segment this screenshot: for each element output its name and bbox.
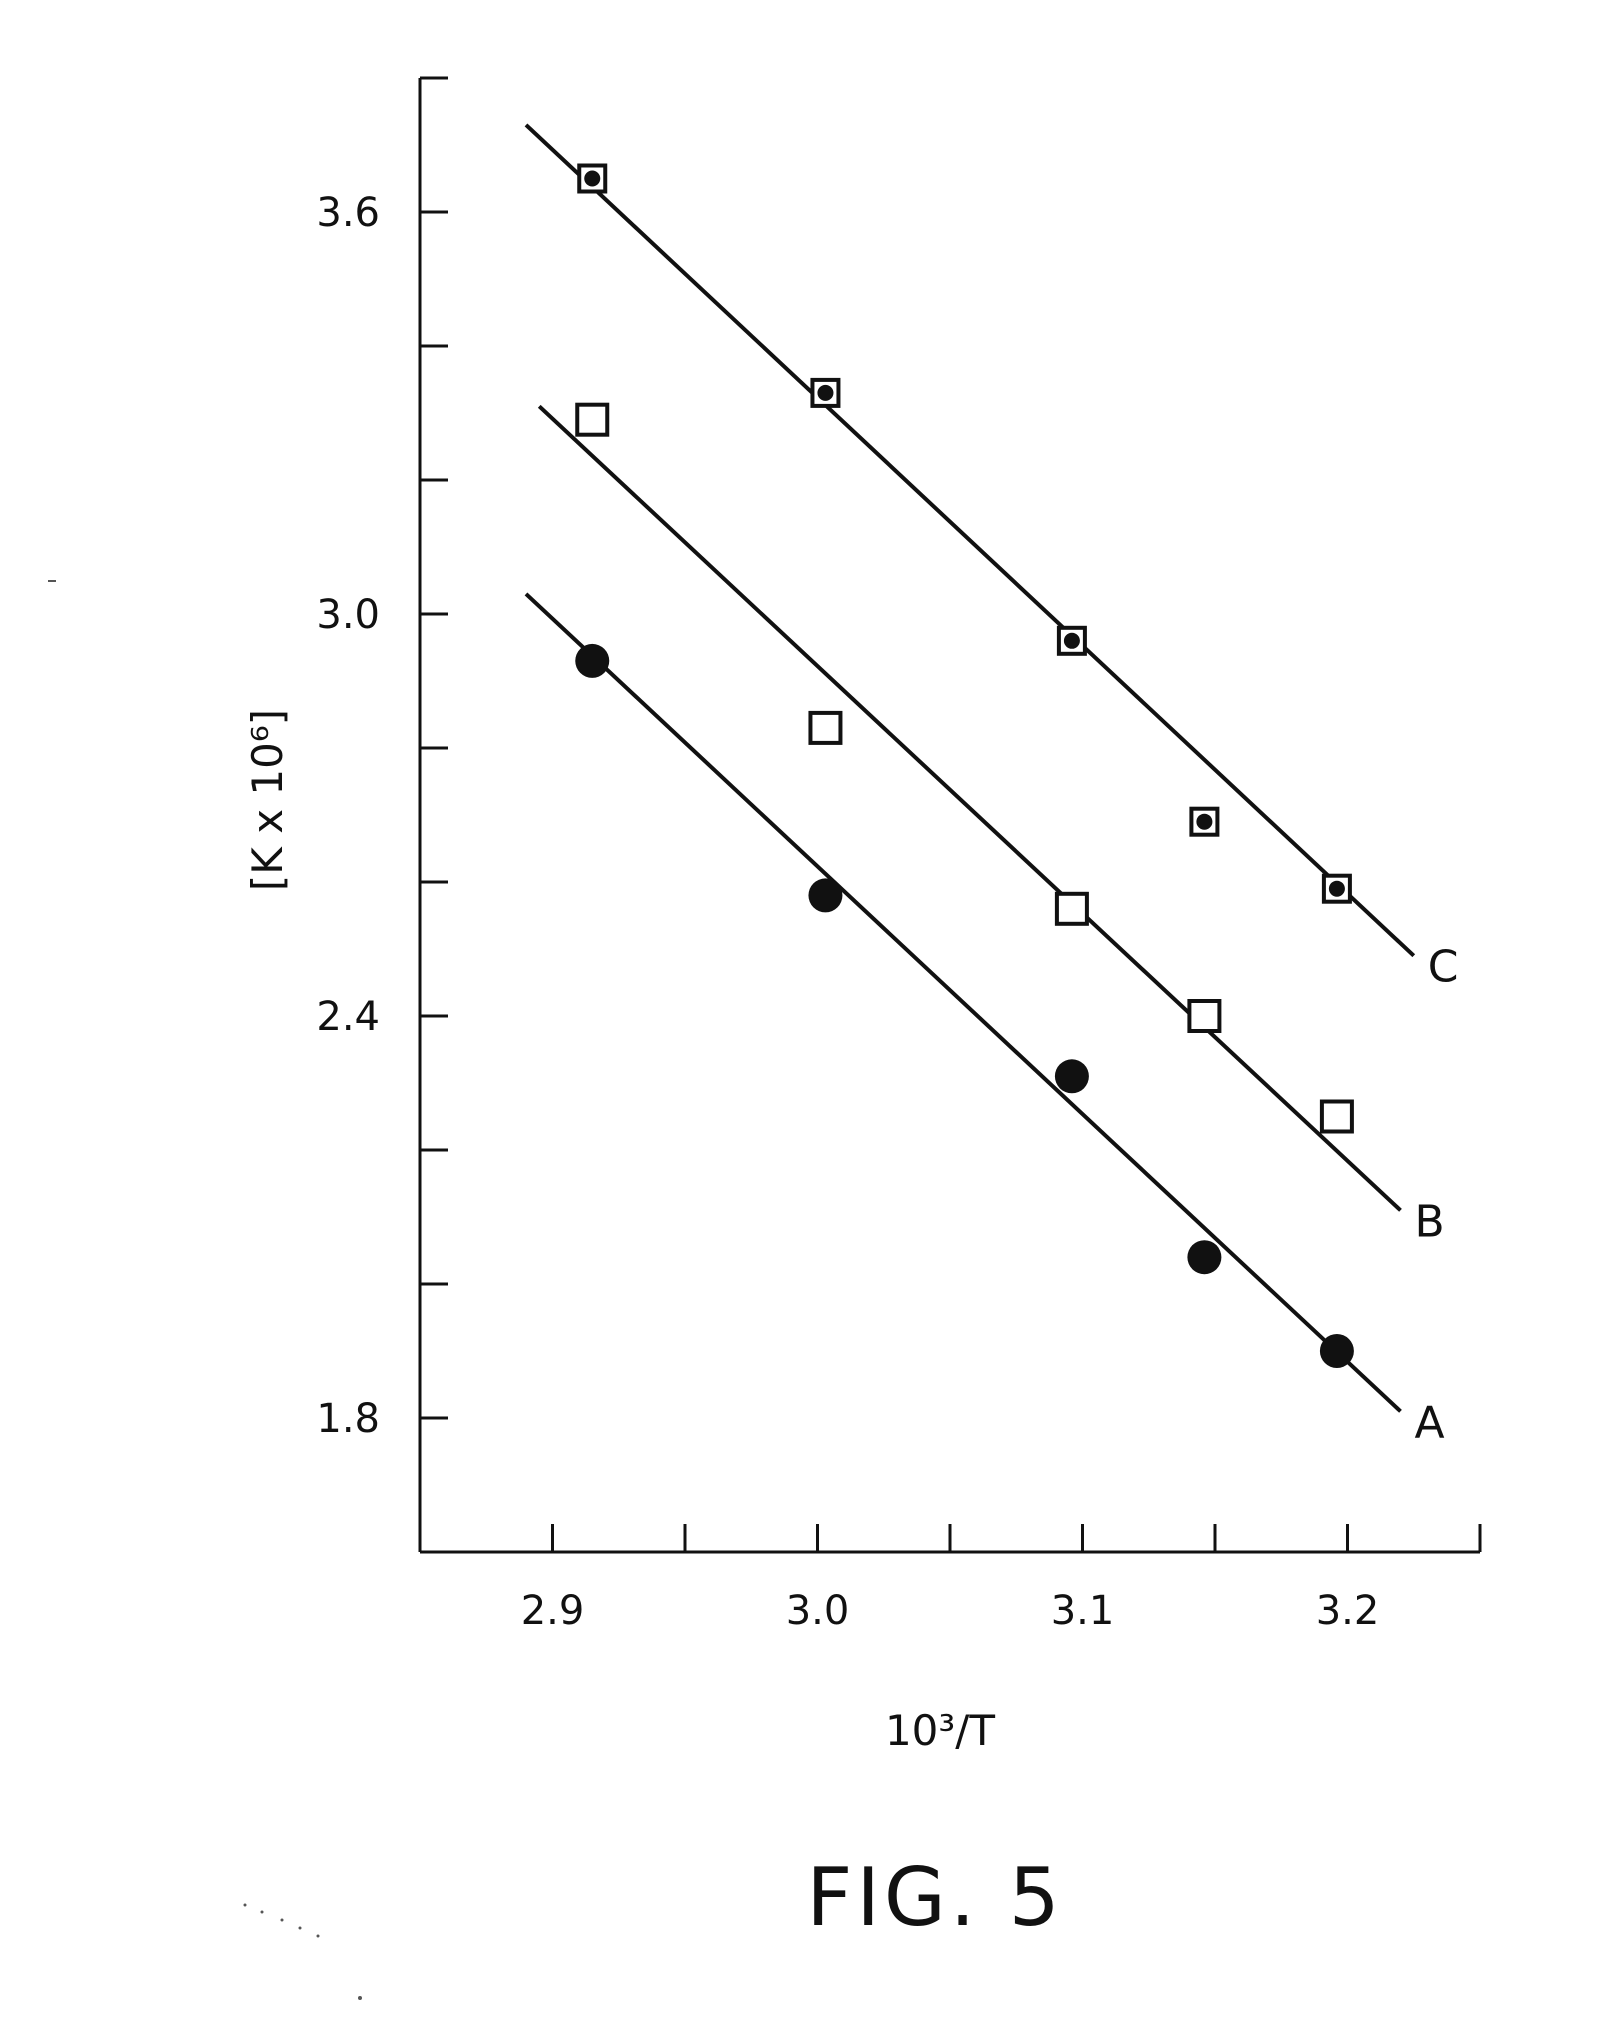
x-tick-label: 3.0 <box>786 1588 850 1634</box>
data-point-C <box>1191 809 1217 835</box>
data-point-A <box>1320 1334 1354 1368</box>
dot-marker <box>817 385 833 401</box>
y-axis-ticks <box>420 78 448 1418</box>
data-point-B <box>577 405 607 435</box>
data-point-B <box>1057 894 1087 924</box>
x-axis-ticks <box>553 1524 1481 1552</box>
x-tick-label: 2.9 <box>521 1588 585 1634</box>
figure-caption: FIG. 5 <box>806 1851 1063 1944</box>
fit-line-C <box>526 125 1414 956</box>
y-axis-title: [K x 10⁶] <box>243 709 292 891</box>
data-point-C <box>1059 628 1085 654</box>
dot-marker <box>1064 633 1080 649</box>
data-point-C <box>812 380 838 406</box>
data-point-B <box>810 713 840 743</box>
data-point-A <box>1055 1059 1089 1093</box>
data-point-A <box>575 644 609 678</box>
data-markers <box>575 166 1354 1369</box>
x-tick-label: 3.1 <box>1051 1588 1115 1634</box>
x-axis-tick-labels: 2.9 3.0 3.1 3.2 <box>521 1588 1380 1634</box>
y-tick-label: 1.8 <box>316 1396 380 1442</box>
series-label-B: B <box>1415 1196 1445 1247</box>
scan-speckles <box>48 580 362 2000</box>
data-point-B <box>1322 1102 1352 1132</box>
y-tick-label: 3.6 <box>316 190 380 236</box>
fit-lines <box>526 125 1414 1411</box>
series-labels: A B C <box>1415 942 1459 1449</box>
fit-line-B <box>539 406 1400 1210</box>
y-tick-label: 3.0 <box>316 592 380 638</box>
data-point-C <box>579 166 605 192</box>
x-axis-title: 10³/T <box>885 1706 995 1755</box>
data-point-A <box>1187 1240 1221 1274</box>
y-axis-tick-labels: 1.8 2.4 3.0 3.6 <box>316 190 380 1442</box>
data-point-B <box>1189 1001 1219 1031</box>
plot-area: 1.8 2.4 3.0 3.6 2.9 3.0 3.1 3.2 A B C <box>316 78 1480 1634</box>
fit-line-A <box>526 594 1401 1411</box>
dot-marker <box>584 171 600 187</box>
dot-marker <box>1329 881 1345 897</box>
series-label-C: C <box>1428 942 1459 993</box>
data-point-C <box>1324 876 1350 902</box>
y-tick-label: 2.4 <box>316 994 380 1040</box>
data-point-A <box>808 878 842 912</box>
dot-marker <box>1196 814 1212 830</box>
x-tick-label: 3.2 <box>1316 1588 1380 1634</box>
series-label-A: A <box>1415 1397 1445 1448</box>
